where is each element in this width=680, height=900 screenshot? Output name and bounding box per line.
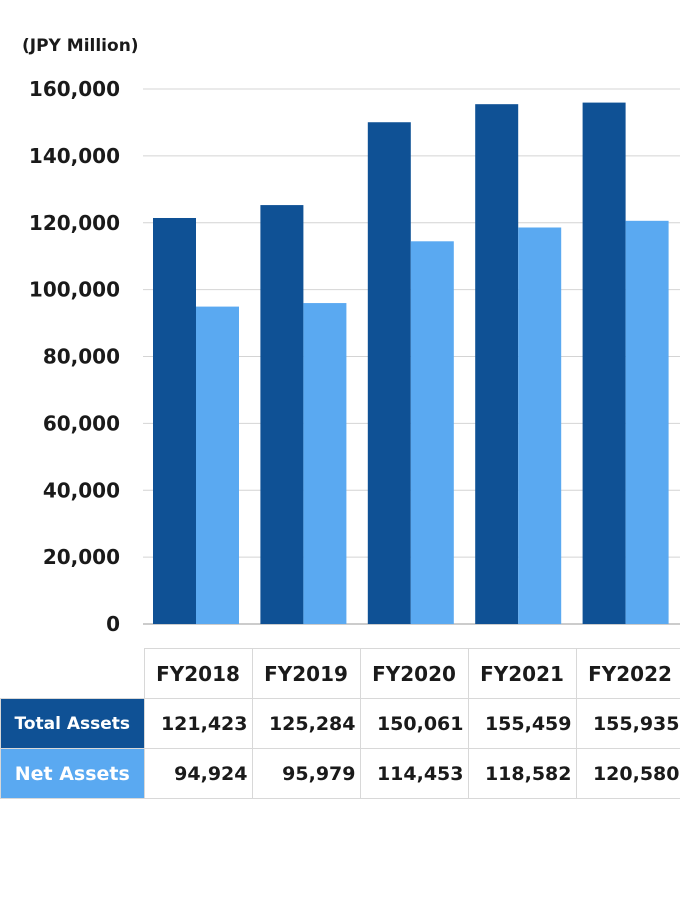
table-cell: 120,580 (575, 748, 680, 799)
table-cell: 94,924 (143, 748, 253, 799)
category-header-fy2021: FY2021 (467, 648, 577, 699)
table-cell: 150,061 (359, 698, 469, 749)
bar-total-assets-fy2018 (153, 217, 196, 625)
y-tick-label: 20,000 (43, 545, 120, 569)
data-table: FY2018 FY2019 FY2020 FY2021 FY2022 Total… (0, 648, 680, 799)
table-cell: 121,423 (143, 698, 253, 749)
bars (153, 102, 669, 625)
table-cell: 95,979 (251, 748, 361, 799)
y-tick-label: 0 (106, 612, 120, 636)
table-cell: 155,459 (467, 698, 577, 749)
category-header-fy2022: FY2022 (575, 648, 680, 699)
bar-total-assets-fy2021 (475, 104, 519, 625)
table-row-net-assets: Net Assets 94,924 95,979 114,453 118,582… (0, 748, 680, 799)
y-tick-label: 140,000 (29, 144, 120, 168)
y-tick-label: 120,000 (29, 211, 120, 235)
category-header-fy2019: FY2019 (251, 648, 361, 699)
y-tick-label: 160,000 (29, 77, 120, 101)
table-cell: 155,935 (575, 698, 680, 749)
category-header-fy2018: FY2018 (143, 648, 253, 699)
table-cell: 125,284 (251, 698, 361, 749)
unit-label: (JPY Million) (22, 36, 139, 56)
bar-net-assets-fy2020 (410, 241, 454, 624)
category-header-fy2020: FY2020 (359, 648, 469, 699)
table-corner (0, 648, 145, 699)
legend-net-assets: Net Assets (0, 748, 145, 799)
bar-net-assets-fy2018 (196, 306, 239, 624)
table-row-total-assets: Total Assets 121,423 125,284 150,061 155… (0, 698, 680, 749)
y-tick-label: 60,000 (43, 411, 120, 435)
bar-net-assets-fy2019 (303, 303, 347, 624)
y-tick-label: 40,000 (43, 478, 120, 502)
table-cell: 118,582 (467, 748, 577, 799)
bar-net-assets-fy2022 (625, 220, 669, 625)
legend-total-assets: Total Assets (0, 698, 145, 749)
bar-total-assets-fy2022 (582, 102, 626, 624)
y-axis-ticks: 0 20,000 40,000 60,000 80,000 100,000 120,000 1… (29, 77, 120, 636)
bar-chart: (JPY Million) 0 20,000 40,000 60,000 80,000 1… (22, 36, 680, 636)
table-header-row: FY2018 FY2019 FY2020 FY2021 FY2022 (0, 648, 680, 699)
bar-total-assets-fy2020 (367, 122, 411, 625)
table-cell: 114,453 (359, 748, 469, 799)
y-tick-label: 100,000 (29, 278, 120, 302)
y-tick-label: 80,000 (43, 345, 120, 369)
bar-net-assets-fy2021 (518, 227, 562, 624)
bar-total-assets-fy2019 (260, 205, 304, 625)
